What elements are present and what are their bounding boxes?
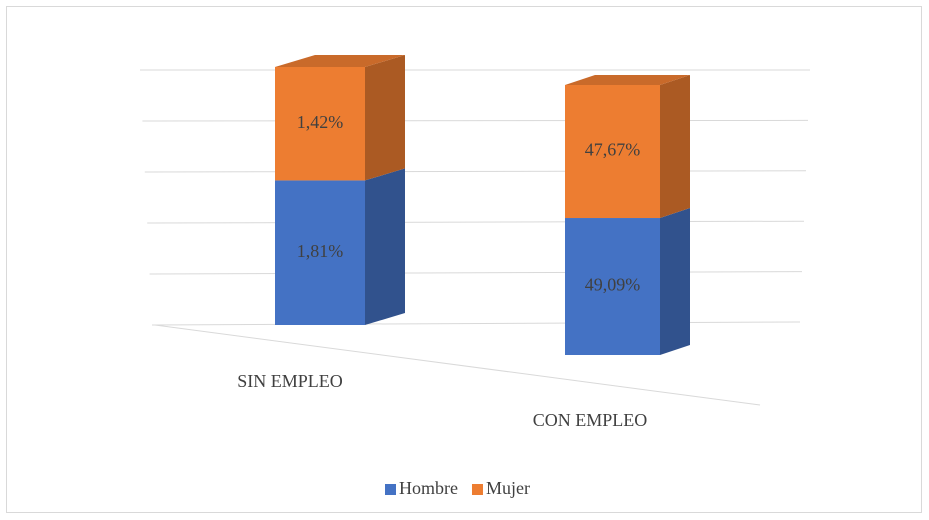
bar — [565, 85, 660, 219]
data-label: 47,67% — [585, 140, 641, 160]
grid-line — [142, 119, 809, 122]
grid-line — [147, 220, 805, 224]
data-label: 49,09% — [585, 275, 641, 295]
data-label: 1,81% — [297, 241, 344, 261]
bar-top — [565, 75, 690, 85]
bar — [275, 67, 365, 181]
legend-label: Hombre — [399, 478, 458, 498]
x-tick-label: CON EMPLEO — [533, 410, 648, 430]
bar-side — [660, 208, 690, 355]
grid-line — [149, 271, 803, 275]
bar — [275, 180, 365, 325]
bar-top — [275, 55, 405, 67]
data-label: 1,42% — [297, 112, 344, 132]
legend-swatch — [385, 484, 396, 495]
bar-side — [365, 168, 405, 325]
legend-label: Mujer — [486, 478, 530, 498]
legend-swatch — [471, 484, 483, 495]
chart-frame — [6, 6, 922, 513]
grid-line — [144, 170, 807, 173]
floor-edge — [154, 324, 761, 406]
bar-side — [365, 55, 405, 181]
x-tick-label: SIN EMPLEO — [237, 371, 343, 391]
bar-side — [660, 75, 690, 219]
grid-line — [151, 321, 801, 326]
bar — [565, 218, 660, 355]
